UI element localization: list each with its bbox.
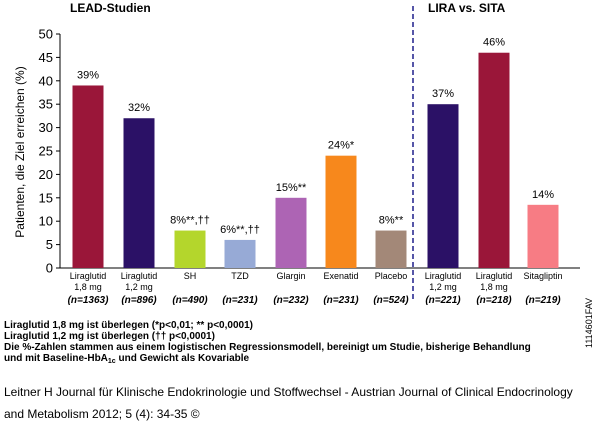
footnote-line-2: Liraglutid 1,2 mg ist überlegen (†† p<0,…: [4, 331, 215, 342]
bar-value-label: 32%: [128, 102, 150, 114]
bar-value-label: 39%: [77, 69, 99, 81]
bar-sample-size: (n=219): [525, 295, 561, 306]
bar-sample-size: (n=221): [425, 295, 461, 306]
y-tick-label: 20: [39, 167, 53, 182]
bar: [427, 104, 459, 268]
bar-value-label: 14%: [532, 189, 554, 201]
bar-group: 6%**,†† TZD (n=231): [220, 224, 260, 306]
bar-value-label: 8%**,††: [170, 215, 210, 227]
bar-sample-size: (n=490): [172, 295, 208, 306]
bar: [174, 230, 206, 268]
footnote-line-1: Liraglutid 1,8 mg ist überlegen (*p<0,01…: [4, 320, 253, 331]
y-tick-label: 40: [39, 73, 53, 88]
y-tick-label: 15: [39, 190, 53, 205]
bar-group: 8%**,†† SH (n=490): [170, 215, 210, 306]
bar: [325, 155, 357, 268]
bar: [527, 204, 559, 268]
bar-category-label: Liraglutid: [476, 271, 513, 281]
bar-value-label: 24%*: [328, 140, 355, 152]
footnote-line-3: Die %-Zahlen stammen aus einem logistisc…: [4, 342, 531, 353]
bar-category-label: Glargin: [276, 271, 305, 281]
bar-sample-size: (n=231): [222, 295, 258, 306]
bar: [72, 85, 104, 268]
bar-sample-size: (n=896): [121, 295, 157, 306]
bar-category-label: SH: [184, 271, 197, 281]
y-tick-label: 25: [39, 144, 53, 159]
bar-group: 24%* Exenatid (n=231): [323, 140, 359, 306]
y-tick-label: 30: [39, 120, 53, 135]
bar: [224, 239, 256, 268]
footnote-line-4: und mit Baseline-HbA1c und Gewicht als K…: [4, 353, 249, 367]
bar: [375, 230, 407, 268]
bar-dose-label: 1,8 mg: [480, 282, 508, 292]
y-tick-label: 45: [39, 50, 53, 65]
bar-dose-label: 1,2 mg: [125, 282, 153, 292]
footnote-line-4-end: und Gewicht als Kovariable: [115, 353, 250, 364]
bar-sample-size: (n=1363): [68, 295, 110, 306]
y-axis-label: Patienten, die Ziel erreichen (%): [13, 66, 27, 237]
bar-sample-size: (n=524): [373, 295, 409, 306]
bar-category-label: Exenatid: [323, 271, 358, 281]
figure-id: 1114601FAV: [584, 297, 594, 348]
bar-dose-label: 1,8 mg: [74, 282, 102, 292]
bar-sample-size: (n=232): [273, 295, 309, 306]
bar-category-label: Sitagliptin: [523, 271, 562, 281]
bar-category-label: Placebo: [375, 271, 408, 281]
bar-dose-label: 1,2 mg: [429, 282, 457, 292]
group-title-lead: LEAD-Studien: [70, 1, 151, 15]
bar: [275, 197, 307, 268]
bar-value-label: 6%**,††: [220, 224, 260, 236]
bar-value-label: 37%: [432, 88, 454, 100]
hba1c-subscript: 1c: [107, 358, 116, 365]
bar-group: 8%** Placebo (n=524): [373, 215, 409, 306]
bar-group: 15%** Glargin (n=232): [273, 182, 309, 306]
bar-category-label: Liraglutid: [70, 271, 107, 281]
bar-category-label: Liraglutid: [121, 271, 158, 281]
group-title-lira-vs-sita: LIRA vs. SITA: [428, 1, 506, 15]
footnote-line-4-start: und mit Baseline-HbA: [4, 353, 108, 364]
bar-group: 14% Sitagliptin (n=219): [523, 189, 562, 306]
bar-sample-size: (n=231): [323, 295, 359, 306]
citation: Leitner H Journal für Klinische Endokrin…: [4, 385, 573, 421]
y-tick-label: 5: [46, 237, 53, 252]
bar-category-label: TZD: [231, 271, 249, 281]
bar-sample-size: (n=218): [476, 295, 512, 306]
bar: [123, 118, 155, 269]
y-tick-label: 0: [46, 261, 53, 276]
y-tick-label: 10: [39, 214, 53, 229]
bar-category-label: Liraglutid: [425, 271, 462, 281]
bar-value-label: 8%**: [379, 215, 404, 227]
y-tick-label: 50: [39, 27, 53, 42]
bar: [478, 52, 510, 268]
y-tick-label: 35: [39, 97, 53, 112]
bar-value-label: 15%**: [276, 182, 307, 194]
bar-value-label: 46%: [483, 37, 505, 49]
